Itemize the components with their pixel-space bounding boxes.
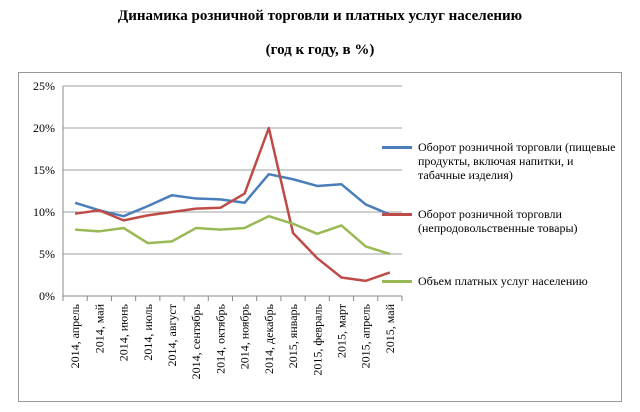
y-tick-label: 0% [39,289,55,303]
series-line-2 [75,214,391,256]
y-tick-label: 5% [39,247,55,261]
x-tick-label: 2015, май [383,303,397,353]
x-tick-label: 2015, февраль [310,303,324,375]
legend-item-1: Оборот розничной торговли (непродовольст… [382,207,618,235]
y-tick-label: 10% [33,205,55,219]
legend-label: Оборот розничной торговли (непродовольст… [418,207,578,235]
y-tick-label: 20% [33,121,55,135]
series-line-1 [74,126,391,283]
series-line-0 [74,172,391,218]
chart-subtitle: (год к году, в %) [265,42,375,58]
y-tick-label: 25% [33,79,55,93]
x-tick-label: 2014, апрель [68,303,82,368]
legend-swatch [382,146,412,149]
x-tick-label: 2015, апрель [359,303,373,368]
legend-item-0: Оборот розничной торговли (пищевые проду… [382,140,618,182]
x-tick-label: 2014, ноябрь [238,303,252,369]
x-tick-label: 2014, октябрь [213,303,227,373]
x-tick-label: 2014, август [165,303,179,366]
x-tick-label: 2014, декабрь [262,303,276,374]
legend-label: Оборот розничной торговли (пищевые проду… [418,140,616,182]
x-tick-label: 2014, июль [141,303,155,360]
x-tick-label: 2014, сентябрь [189,303,203,379]
chart-title: Динамика розничной торговли и платных ус… [117,8,523,24]
x-tick-label: 2015, март [334,303,348,358]
legend-label: Объем платных услуг населению [418,274,588,288]
chart-frame [18,72,622,402]
x-tick-label: 2015, январь [286,303,300,368]
x-tick-label: 2014, май [92,303,106,353]
y-tick-label: 15% [33,163,55,177]
legend-item-2: Объем платных услуг населению [382,274,618,288]
legend-swatch [382,213,412,216]
legend-swatch [382,280,412,283]
x-tick-label: 2014, июнь [117,303,131,361]
